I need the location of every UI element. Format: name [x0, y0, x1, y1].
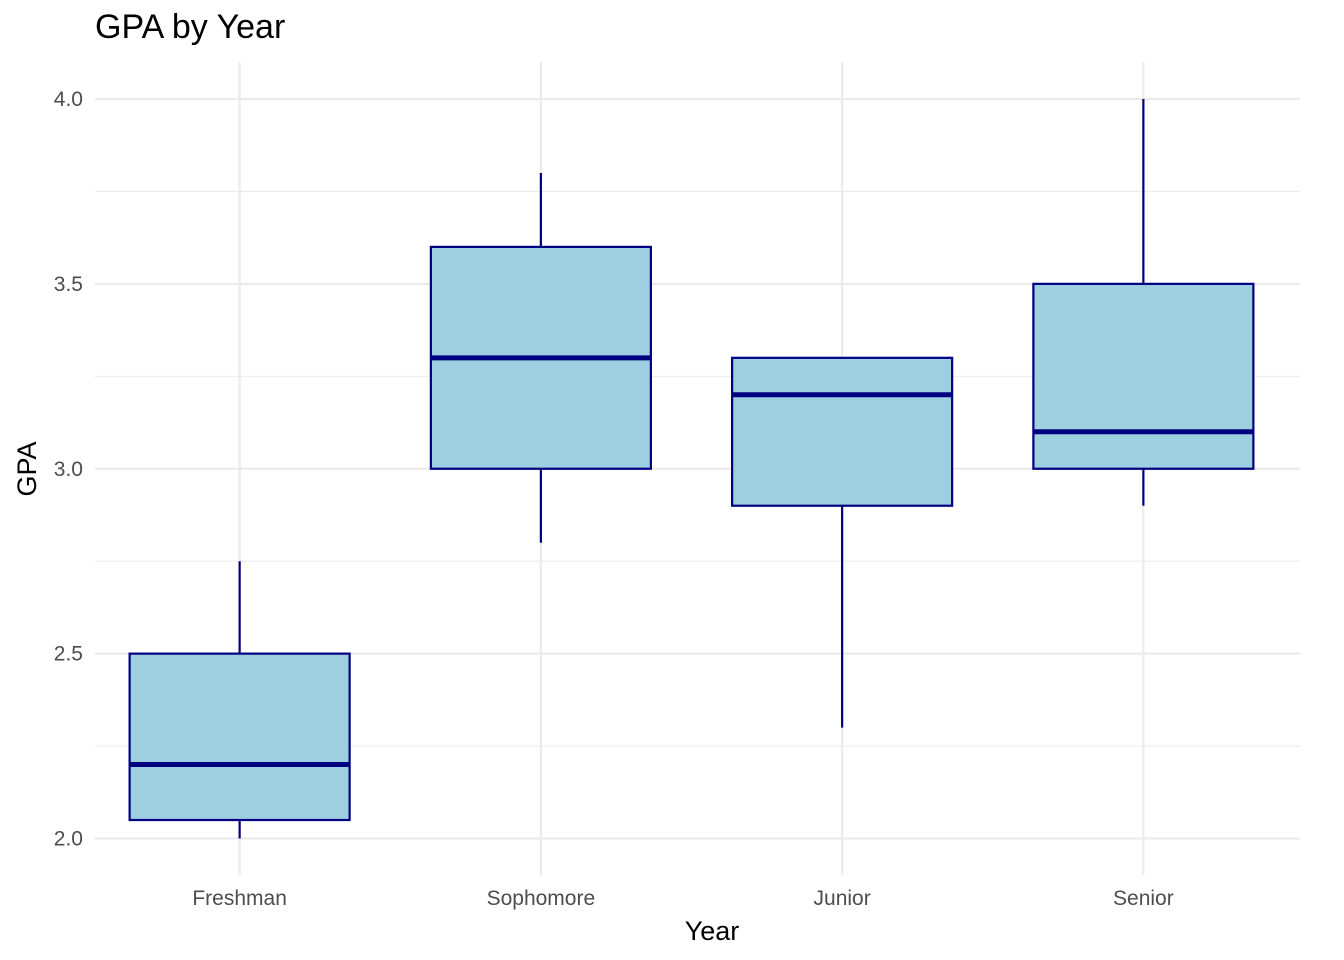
y-tick-label: 3.5 [54, 273, 83, 296]
y-tick-labels: 2.0 2.5 3.0 3.5 4.0 [54, 88, 83, 851]
x-tick-label: Senior [1113, 887, 1174, 910]
box-junior [731, 356, 954, 728]
box-senior [1032, 99, 1255, 506]
y-tick-label: 2.0 [54, 828, 83, 851]
x-tick-label: Sophomore [487, 887, 596, 910]
box-sophomore [429, 172, 652, 543]
x-tick-labels: Freshman Sophomore Junior Senior [192, 887, 1173, 910]
iqr-box [731, 356, 954, 507]
x-axis-title: Year [685, 916, 740, 946]
y-axis-title: GPA [12, 441, 42, 496]
x-tick-label: Junior [814, 887, 871, 910]
y-tick-label: 2.5 [54, 643, 83, 666]
y-tick-label: 4.0 [54, 88, 83, 111]
box-layer [128, 99, 1255, 839]
x-tick-label: Freshman [192, 887, 287, 910]
chart-title: GPA by Year [95, 8, 286, 46]
iqr-box [128, 652, 351, 822]
box-freshman [128, 561, 351, 839]
iqr-box [1032, 282, 1255, 470]
y-tick-label: 3.0 [54, 458, 83, 481]
